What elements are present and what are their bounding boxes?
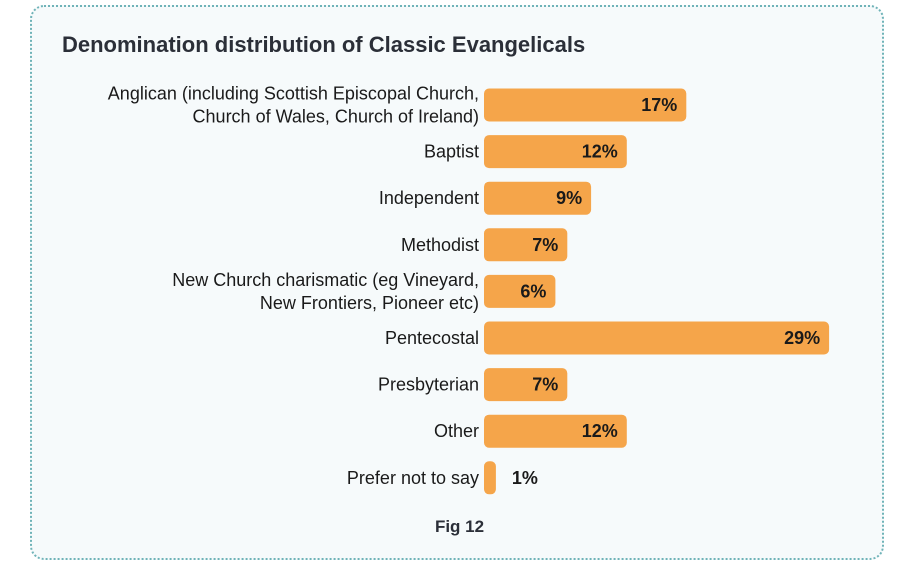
- category-label: Prefer not to say: [347, 468, 479, 488]
- value-label: 6%: [520, 281, 546, 301]
- category-label: Methodist: [401, 235, 479, 255]
- figure-caption: Fig 12: [434, 517, 485, 536]
- category-label: Anglican (including Scottish Episcopal C…: [108, 84, 479, 127]
- category-label: Baptist: [424, 142, 479, 162]
- category-label: New Church charismatic (eg Vineyard, New …: [172, 270, 479, 313]
- value-label: 12%: [582, 142, 618, 162]
- category-label: Presbyterian: [378, 375, 479, 395]
- value-label: 12%: [582, 421, 618, 441]
- value-label: 29%: [784, 328, 820, 348]
- bar: [484, 461, 496, 495]
- bar: [484, 181, 592, 215]
- value-label: 17%: [641, 95, 677, 115]
- bar: [484, 274, 556, 308]
- bar: [484, 135, 627, 169]
- value-label: 9%: [556, 188, 582, 208]
- value-label: 1%: [512, 468, 538, 488]
- value-label: 7%: [532, 235, 558, 255]
- category-label: Pentecostal: [385, 328, 479, 348]
- bar: [484, 368, 568, 402]
- category-label: Other: [434, 421, 479, 441]
- chart-card: [30, 5, 884, 560]
- category-label: Independent: [379, 188, 479, 208]
- bar: [484, 88, 687, 122]
- value-label: 7%: [532, 375, 558, 395]
- bar: [484, 321, 830, 355]
- chart-title: Denomination distribution of Classic Eva…: [62, 32, 586, 57]
- bar: [484, 228, 568, 262]
- bar: [484, 414, 627, 448]
